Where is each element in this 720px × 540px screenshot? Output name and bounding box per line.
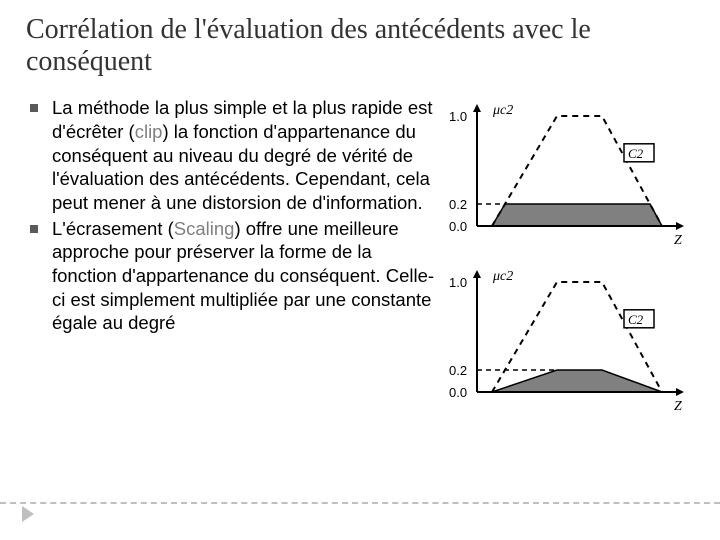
slide: Corrélation de l'évaluation des antécéde… xyxy=(0,0,720,540)
svg-text:Z: Z xyxy=(674,233,682,248)
svg-text:1.0: 1.0 xyxy=(449,275,467,290)
svg-text:1.0: 1.0 xyxy=(449,109,467,124)
arrow-icon xyxy=(22,506,34,522)
bullet-item: L'écrasement (Scaling) offre une meilleu… xyxy=(26,217,436,335)
svg-text:0.2: 0.2 xyxy=(449,363,467,378)
svg-text:C2: C2 xyxy=(628,312,644,327)
scale-chart: μc2 Z 1.0 0.2 0.0 C2 xyxy=(442,262,692,422)
svg-text:C2: C2 xyxy=(628,146,644,161)
figure-clip: μc2 Z 1.0 0.2 0.0 C2 xyxy=(442,96,692,256)
figure-scale: μc2 Z 1.0 0.2 0.0 C2 xyxy=(442,262,692,422)
svg-text:μc2: μc2 xyxy=(492,103,513,118)
divider-line xyxy=(0,502,720,504)
svg-text:0.0: 0.0 xyxy=(449,219,467,234)
bullet-term: clip xyxy=(135,121,163,142)
bullet-list: La méthode la plus simple et la plus rap… xyxy=(26,96,436,428)
svg-text:Z: Z xyxy=(674,399,682,414)
bullet-item: La méthode la plus simple et la plus rap… xyxy=(26,96,436,214)
svg-text:0.0: 0.0 xyxy=(449,385,467,400)
svg-text:0.2: 0.2 xyxy=(449,197,467,212)
figure-panel: μc2 Z 1.0 0.2 0.0 C2 μc2 Z 1.0 0.2 0.0 C2 xyxy=(436,96,694,428)
bullet-term: Scaling xyxy=(174,218,235,239)
bullet-text-prefix: L'écrasement ( xyxy=(52,218,174,239)
slide-title: Corrélation de l'évaluation des antécéde… xyxy=(26,14,694,78)
content-row: La méthode la plus simple et la plus rap… xyxy=(26,96,694,428)
clip-chart: μc2 Z 1.0 0.2 0.0 C2 xyxy=(442,96,692,256)
svg-text:μc2: μc2 xyxy=(492,269,513,284)
